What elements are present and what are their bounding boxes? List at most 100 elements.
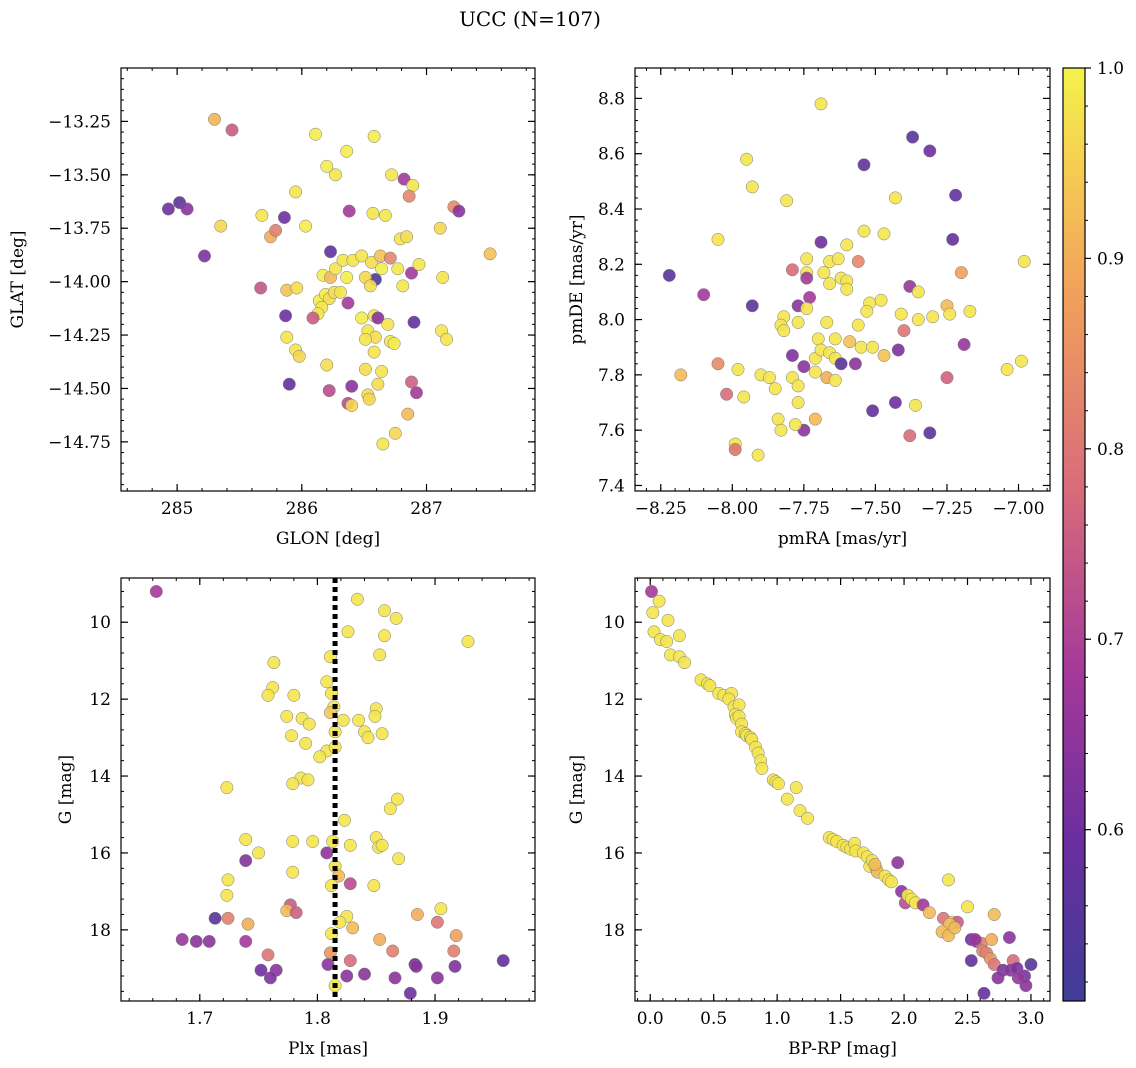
x-tick-label: 1.7 [186, 1009, 213, 1029]
scatter-point [840, 282, 854, 296]
scatter-point [449, 929, 463, 943]
y-tick-label: −14.00 [48, 273, 111, 293]
scatter-point [851, 255, 865, 268]
scatter-point [338, 813, 351, 827]
panel-plx-g: 1.7 1.8 1.9 10 12 14 16 18 Plx [mas] G [mag] [56, 577, 536, 1059]
scatter-point [290, 281, 304, 295]
scatter-point [877, 227, 891, 241]
y-axis-label: GLAT [deg] [8, 230, 28, 328]
scatter-point [299, 219, 313, 233]
scatter-point [321, 958, 335, 971]
scatter-point [345, 399, 359, 412]
scatter-point [286, 834, 300, 848]
scatter-point [731, 362, 745, 376]
axes-frame [634, 577, 1051, 1002]
scatter-point [452, 204, 466, 218]
scatter-point [221, 911, 235, 925]
scatter-point [336, 713, 350, 727]
scatter-point [363, 279, 377, 293]
colorbar-tick-label: 0.6 [1097, 821, 1124, 841]
scatter-point [397, 172, 411, 186]
points-bprp-g [645, 585, 1038, 1000]
scatter-point [220, 781, 234, 795]
scatter-point [857, 224, 871, 238]
x-axis-label: GLON [deg] [276, 529, 380, 549]
scatter-point [987, 908, 1001, 921]
scatter-point [940, 371, 954, 385]
scatter-point [277, 211, 291, 224]
scatter-point [888, 396, 902, 409]
scatter-point [358, 362, 372, 376]
scatter-point [279, 309, 293, 323]
scatter-point [789, 781, 803, 795]
scatter-point [911, 313, 925, 327]
scatter-point [375, 838, 389, 852]
y-tick-label: 8.0 [598, 311, 625, 331]
scatter-point [388, 971, 402, 985]
scatter-point [1017, 255, 1031, 268]
scatter-point [362, 392, 376, 406]
scatter-point [868, 858, 882, 871]
scatter-point [306, 311, 320, 325]
x-axis-label: Plx [mas] [288, 1039, 368, 1059]
scatter-point [388, 426, 402, 440]
scatter-point [390, 792, 404, 806]
scatter-point [189, 934, 203, 948]
x-tick-label: 2.5 [954, 1009, 981, 1029]
scatter-point [320, 159, 334, 173]
y-tick-label: −13.25 [48, 112, 111, 132]
scatter-point [891, 343, 905, 357]
scatter-point [340, 270, 354, 284]
scatter-point [375, 262, 389, 276]
x-tick-label: 287 [410, 499, 442, 519]
scatter-point [906, 130, 920, 144]
scatter-point [1002, 931, 1016, 944]
scatter-point [383, 802, 397, 816]
scatter-point [280, 709, 294, 723]
scatter-point [198, 249, 211, 263]
scatter-point [341, 296, 355, 310]
scatter-point [320, 846, 334, 860]
scatter-point [968, 933, 982, 946]
scatter-point [355, 249, 369, 263]
scatter-point [894, 307, 908, 321]
points-pmra-pmde [662, 97, 1031, 462]
scatter-point [728, 443, 742, 456]
scatter-point [447, 944, 461, 958]
scatter-point [306, 834, 320, 848]
x-tick-label: −8.25 [635, 499, 687, 519]
scatter-point [280, 330, 294, 344]
y-tick-label: 8.8 [598, 89, 625, 109]
y-tick-label: 16 [89, 844, 111, 864]
scatter-point [329, 262, 342, 276]
scatter-point [780, 194, 794, 208]
scatter-point [389, 611, 403, 625]
scatter-point [496, 954, 510, 968]
scatter-point [857, 158, 871, 172]
scatter-point [378, 208, 392, 222]
scatter-point [662, 268, 676, 282]
x-tick-label: −7.75 [778, 499, 830, 519]
scatter-point [255, 208, 269, 222]
scatter-point [405, 266, 418, 280]
scatter-point [448, 959, 462, 973]
y-tick-label: −13.50 [48, 166, 111, 186]
scatter-point [911, 285, 925, 299]
scatter-point [433, 221, 447, 235]
scatter-point [378, 604, 391, 618]
scatter-point [1000, 362, 1014, 376]
scatter-point [991, 971, 1005, 985]
scatter-point [392, 852, 406, 866]
x-tick-label: 286 [286, 499, 318, 519]
scatter-point [817, 266, 831, 280]
scatter-point [661, 613, 675, 627]
scatter-point [343, 877, 357, 891]
scatter-point [254, 963, 268, 977]
scatter-point [771, 777, 785, 791]
scatter-point [797, 360, 811, 374]
scatter-point [791, 396, 805, 409]
scatter-point [340, 144, 354, 158]
scatter-point [286, 865, 300, 879]
scatter-point [811, 332, 825, 346]
